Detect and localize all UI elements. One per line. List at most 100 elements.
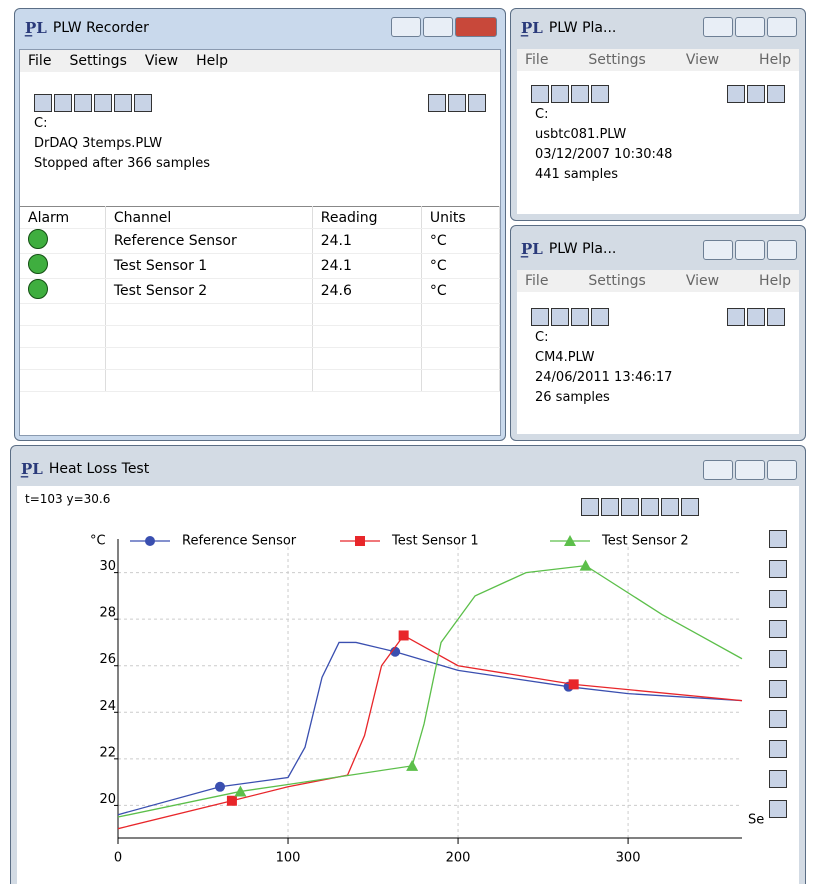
toolbar[interactable] <box>531 308 609 326</box>
marker <box>579 559 592 571</box>
cell: Test Sensor 1 <box>105 253 313 279</box>
title-bar: P̲L PLW Pla... <box>521 240 617 258</box>
header: Reading <box>312 206 422 229</box>
menu-item[interactable]: View <box>685 52 720 68</box>
menu-item[interactable]: Settings <box>588 273 646 289</box>
info-line: C: <box>535 330 549 345</box>
header: Channel <box>105 206 313 229</box>
cell: °C <box>421 278 501 304</box>
info-line: 03/12/2007 10:30:48 <box>535 147 673 162</box>
window-controls[interactable] <box>703 460 797 480</box>
client: t=103 y=30.6 <box>17 486 799 884</box>
graph-window: P̲L Heat Loss Test t=103 y=30.6 <box>10 445 806 884</box>
marker <box>390 646 401 657</box>
series-line <box>117 564 743 818</box>
y-tick-label: 30 <box>99 559 116 574</box>
cell: 24.6 <box>312 278 422 304</box>
y-tick-label: 22 <box>99 745 116 760</box>
legend-label: Reference Sensor <box>182 534 297 549</box>
window-title: PLW Pla... <box>548 20 617 36</box>
y-tick-label: 20 <box>99 792 116 807</box>
player-window: P̲L PLW Pla... File Settings View Help C: usb… <box>510 8 806 221</box>
title-bar: P̲L PLW Pla... <box>521 19 617 37</box>
recorder-window: P̲L PLW Recorder File Settings View Help C: D… <box>14 8 506 441</box>
cell: °C <box>421 253 501 279</box>
info-line: 441 samples <box>535 167 618 182</box>
cell: Test Sensor 2 <box>105 278 313 304</box>
y-tick-label: 26 <box>99 652 116 667</box>
info: C: usbtc081.PLW 03/12/2007 10:30:48 441 sam… <box>535 107 672 187</box>
toolbar[interactable] <box>531 85 609 103</box>
menu-bar: File Settings View Help <box>517 49 799 71</box>
marker <box>226 795 237 806</box>
legend-label: Test Sensor 2 <box>601 534 689 549</box>
info-line: Stopped after 366 samples <box>34 156 211 171</box>
marker <box>145 536 155 546</box>
toolbar[interactable] <box>34 94 152 112</box>
menu-item[interactable]: File <box>525 52 549 68</box>
title-bar: P̲L Heat Loss Test <box>21 460 150 478</box>
x-axis-label: Se <box>748 813 764 828</box>
window-title: Heat Loss Test <box>48 461 150 477</box>
side-toolbar[interactable] <box>769 530 787 818</box>
toolbar[interactable] <box>428 94 486 112</box>
marker <box>398 630 409 641</box>
marker <box>355 536 365 546</box>
menu-item[interactable]: Settings <box>69 53 127 69</box>
x-tick-label: 100 <box>276 851 301 866</box>
menu-item[interactable]: Settings <box>588 52 646 68</box>
menu-item[interactable]: Help <box>759 52 791 68</box>
client: File Settings View Help C: CM4.PLW 24/06/2011… <box>517 270 799 434</box>
window-controls[interactable] <box>703 17 797 37</box>
y-tick-label: 28 <box>99 606 116 621</box>
info-line: usbtc081.PLW <box>535 127 627 142</box>
title-bar: P̲L PLW Recorder <box>25 19 149 37</box>
alarm <box>28 229 48 249</box>
info-line: CM4.PLW <box>535 350 595 365</box>
menu-item[interactable]: Help <box>759 273 791 289</box>
alarm <box>28 254 48 274</box>
menu-item[interactable]: File <box>525 273 549 289</box>
alarm <box>28 279 48 299</box>
cell: 24.1 <box>312 228 422 254</box>
client: File Settings View Help C: DrDAQ 3temps.PLW S… <box>19 49 501 436</box>
info-line: C: <box>34 116 48 131</box>
toolbar[interactable] <box>727 308 785 326</box>
info-line: C: <box>535 107 549 122</box>
menu-item[interactable]: Help <box>196 53 229 69</box>
menu-item[interactable]: View <box>144 53 179 69</box>
y-axis-label: °C <box>90 534 106 549</box>
menu-item[interactable]: View <box>685 273 720 289</box>
player-window: P̲L PLW Pla... File Settings View Help C: CM4… <box>510 225 806 441</box>
y-tick-label: 24 <box>99 699 116 714</box>
toolbar[interactable] <box>727 85 785 103</box>
info: C: DrDAQ 3temps.PLW Stopped after 366 samp… <box>34 116 210 176</box>
cell: °C <box>421 228 501 254</box>
info-line: DrDAQ 3temps.PLW <box>34 136 163 151</box>
series-line <box>117 641 743 816</box>
x-tick-label: 0 <box>114 851 122 866</box>
x-tick-label: 200 <box>446 851 471 866</box>
window-title: PLW Recorder <box>52 20 149 36</box>
series-line <box>117 634 743 830</box>
menu-bar: File Settings View Help <box>20 50 500 72</box>
window-controls[interactable] <box>391 17 497 37</box>
status: t=103 y=30.6 <box>25 492 111 506</box>
client: File Settings View Help C: usbtc081.PLW 03/12… <box>517 49 799 214</box>
channel-table: Alarm Channel Reading Units Reference Senso… <box>20 206 501 392</box>
marker <box>568 679 579 690</box>
marker <box>215 781 226 792</box>
marker <box>564 535 576 546</box>
marker <box>234 785 247 797</box>
header: Units <box>421 206 501 229</box>
cell: Reference Sensor <box>105 228 313 254</box>
menu-bar: File Settings View Help <box>517 270 799 292</box>
header: Alarm <box>20 206 106 229</box>
window-controls[interactable] <box>703 240 797 260</box>
legend-label: Test Sensor 1 <box>391 534 479 549</box>
nav-toolbar[interactable] <box>581 498 699 516</box>
menu-item[interactable]: File <box>28 53 52 69</box>
info-line: 24/06/2011 13:46:17 <box>535 370 673 385</box>
